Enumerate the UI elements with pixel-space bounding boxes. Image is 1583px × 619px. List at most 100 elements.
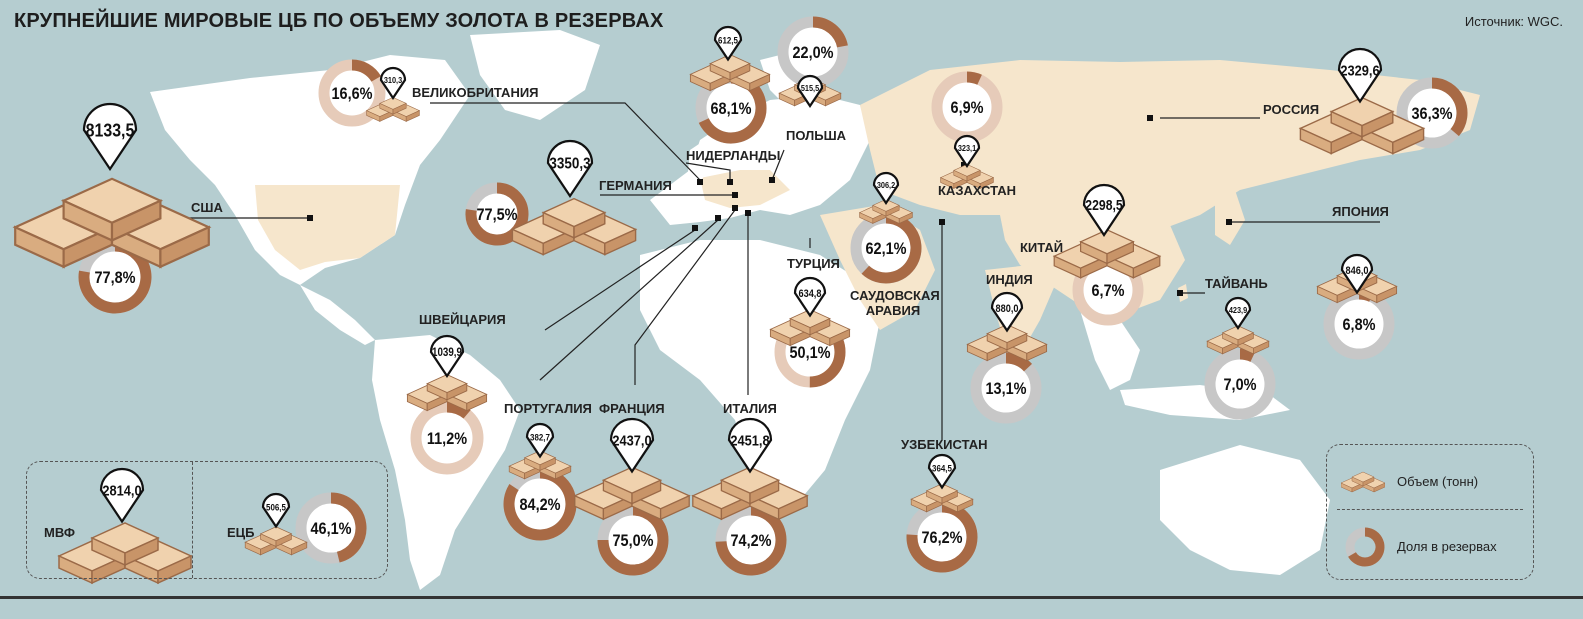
location-dot	[307, 215, 313, 221]
label-usa: США	[191, 200, 223, 215]
land-region	[640, 240, 880, 505]
tonnes-value-germany: 3350,3	[549, 156, 590, 173]
location-dot	[1147, 115, 1153, 121]
location-dot	[745, 210, 751, 216]
gold-marker-italy: 2451,8	[691, 417, 809, 521]
label-ecb: ЕЦБ	[227, 525, 255, 540]
tonnes-value-taiwan: 423,9	[1229, 305, 1248, 315]
share-ring-japan: 6,8%	[1323, 288, 1395, 360]
tonnes-value-turkey: 634,8	[799, 288, 822, 300]
pin-icon	[990, 291, 1024, 333]
label-uk: ВЕЛИКОБРИТАНИЯ	[412, 85, 539, 100]
share-ring-poland: 22,0%	[777, 16, 849, 88]
pin-icon	[713, 25, 743, 62]
share-value-france: 75,0%	[613, 532, 654, 550]
land-region	[700, 170, 790, 208]
label-imf: МВФ	[44, 525, 75, 540]
tonnes-value-imf: 2814,0	[102, 481, 141, 498]
gold-marker-switzerland: 1039,9	[406, 334, 488, 412]
share-value-india: 13,1%	[986, 380, 1027, 398]
gold-marker-uzbekistan: 364,5	[910, 453, 974, 513]
share-value-ecb: 46,1%	[311, 520, 352, 538]
tonnes-value-switzerland: 1039,9	[432, 346, 462, 359]
pin-icon	[796, 74, 824, 108]
legend-divider	[1337, 509, 1523, 510]
tonnes-value-usa: 8133,5	[86, 119, 135, 141]
label-uzbekistan: УЗБЕКИСТАН	[901, 437, 988, 452]
pin-icon	[429, 334, 465, 378]
share-value-usa: 77,8%	[95, 269, 136, 287]
share-value-uzbekistan: 76,2%	[922, 529, 963, 547]
label-poland: ПОЛЬША	[786, 128, 847, 143]
pin-icon	[82, 102, 138, 171]
pin-icon	[525, 422, 555, 459]
share-value-saudi: 62,1%	[866, 240, 907, 258]
label-germany: ГЕРМАНИЯ	[599, 178, 672, 193]
share-ring-france: 75,0%	[597, 504, 669, 576]
location-dot	[939, 219, 945, 225]
gold-markers: 8133,5 3350,3 2451,8 2437,0 2329,6 2298,5 1039…	[12, 25, 1426, 585]
gold-marker-ecb: 506,5	[244, 492, 308, 556]
share-value-italy: 74,2%	[731, 532, 772, 550]
tonnes-value-ecb: 506,5	[266, 502, 286, 513]
label-turkey: ТУРЦИЯ	[787, 256, 840, 271]
label-portugal: ПОРТУГАЛИЯ	[504, 401, 592, 416]
fund-divider	[192, 462, 193, 578]
land-region	[1080, 310, 1140, 390]
leader-line	[544, 229, 696, 331]
label-saudi: САУДОВСКАЯ АРАВИЯ	[850, 288, 940, 318]
tonnes-value-china: 2298,5	[1085, 197, 1123, 213]
tonnes-value-india: 880,0	[996, 303, 1019, 315]
pin-icon	[1224, 296, 1252, 330]
tonnes-value-portugal: 382,7	[530, 432, 550, 443]
label-japan: ЯПОНИЯ	[1332, 204, 1389, 219]
pin-icon	[1337, 47, 1383, 104]
land-region	[1215, 190, 1245, 245]
location-dot	[732, 192, 738, 198]
label-france: ФРАНЦИЯ	[599, 401, 665, 416]
legend-share-label: Доля в резервах	[1397, 539, 1497, 554]
land-region	[470, 30, 600, 120]
pin-icon	[727, 417, 773, 474]
pin-icon	[261, 492, 291, 529]
pin-icon	[793, 276, 827, 318]
gold-marker-india: 880,0	[966, 291, 1048, 362]
share-ring-portugal: 84,2%	[503, 467, 577, 541]
share-value-netherlands: 68,1%	[711, 100, 752, 118]
location-dot	[732, 205, 738, 211]
tonnes-value-netherlands: 612,5	[718, 35, 738, 46]
leader-line	[771, 149, 785, 181]
leader-lines	[170, 102, 1380, 440]
legend: Объем (тонн) Доля в резервах	[1326, 444, 1534, 580]
tonnes-value-uk: 310,3	[384, 75, 403, 85]
share-ring-kazakhstan: 6,9%	[931, 71, 1003, 143]
land-region	[860, 60, 1480, 230]
pin-icon	[872, 171, 900, 205]
gold-marker-imf: 2814,0	[57, 467, 193, 585]
gold-marker-uk: 310,3	[365, 66, 421, 122]
gold-marker-netherlands: 612,5	[689, 25, 771, 92]
label-netherlands: НИДЕРЛАНДЫ	[686, 148, 781, 163]
pin-icon	[953, 134, 981, 168]
share-value-poland: 22,0%	[793, 44, 834, 62]
pin-icon	[609, 417, 655, 474]
label-russia: РОССИЯ	[1263, 102, 1320, 117]
share-value-germany: 77,5%	[477, 206, 518, 224]
gold-marker-saudi: 306,2	[858, 171, 914, 224]
gold-marker-taiwan: 423,9	[1206, 296, 1270, 355]
share-ring-taiwan: 7,0%	[1204, 348, 1276, 420]
label-india: ИНДИЯ	[986, 272, 1033, 287]
share-value-switzerland: 11,2%	[427, 430, 467, 448]
location-dot	[715, 215, 721, 221]
leader-line	[634, 209, 736, 385]
share-value-uk: 16,6%	[332, 85, 373, 103]
share-ring-ecb: 46,1%	[295, 492, 367, 564]
source-note: Источник: WGC.	[1464, 14, 1563, 29]
gold-marker-portugal: 382,7	[508, 422, 572, 480]
pin-icon	[546, 139, 594, 198]
land-region	[688, 140, 712, 182]
location-dot	[769, 177, 775, 183]
tonnes-value-kazakhstan: 323,1	[958, 143, 977, 153]
